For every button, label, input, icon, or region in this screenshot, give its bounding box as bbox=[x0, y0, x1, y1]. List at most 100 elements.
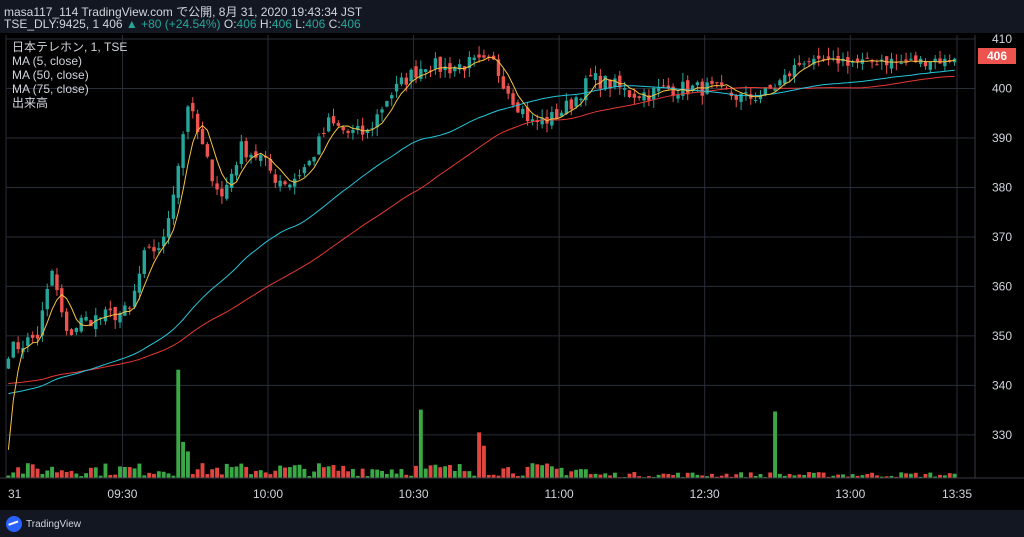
candle-body bbox=[598, 75, 603, 89]
volume-bar bbox=[11, 472, 16, 478]
volume-bar bbox=[559, 467, 564, 478]
candle-body bbox=[147, 246, 151, 248]
volume-bar bbox=[952, 473, 957, 478]
volume-bar bbox=[147, 472, 152, 478]
volume-bar bbox=[569, 471, 574, 478]
volume-bar bbox=[258, 470, 263, 478]
candle-body bbox=[205, 144, 210, 157]
candle-body bbox=[768, 84, 772, 89]
candle-body bbox=[50, 270, 54, 286]
volume-bar bbox=[137, 463, 142, 478]
candle-body bbox=[467, 57, 472, 69]
volume-bar bbox=[380, 470, 384, 478]
candle-body bbox=[244, 140, 248, 158]
candle-body bbox=[302, 167, 307, 174]
volume-bar bbox=[656, 474, 661, 478]
volume-bar bbox=[836, 474, 841, 478]
volume-bar bbox=[753, 475, 758, 478]
volume-bar bbox=[25, 463, 30, 478]
volume-bar bbox=[224, 463, 229, 478]
candle-body bbox=[613, 78, 617, 88]
volume-bar bbox=[695, 474, 700, 478]
volume-bar bbox=[341, 465, 346, 478]
candle-body bbox=[710, 80, 714, 84]
candle-body bbox=[365, 129, 370, 133]
volume-bar bbox=[457, 464, 462, 478]
candle-body bbox=[171, 194, 176, 219]
candle-body bbox=[11, 341, 15, 358]
candle-body bbox=[6, 358, 11, 369]
candle-body bbox=[734, 95, 738, 100]
study-legend[interactable]: 日本テレホン, 1, TSE MA (5, close) MA (50, clo… bbox=[12, 40, 127, 110]
legend-volume[interactable]: 出来高 bbox=[12, 96, 49, 110]
candle-body bbox=[763, 87, 768, 96]
price-chart[interactable]: 330 340 350 360 370 380 390 400 410 31 09:30 10:00… bbox=[0, 33, 1024, 510]
volume-bar bbox=[797, 474, 802, 478]
volume-bar bbox=[98, 475, 103, 478]
volume-bar bbox=[50, 466, 55, 478]
volume-bar bbox=[627, 473, 632, 478]
volume-bar bbox=[355, 475, 360, 478]
volume-bar bbox=[530, 463, 535, 478]
candle-body bbox=[64, 311, 69, 331]
time-tick-label: 11:00 bbox=[545, 487, 574, 501]
volume-bar bbox=[166, 473, 171, 478]
last-price-label-bg bbox=[978, 48, 1016, 64]
volume-bar bbox=[118, 466, 122, 478]
volume-bar bbox=[55, 472, 59, 478]
tradingview-logo[interactable]: TradingView bbox=[6, 516, 81, 532]
volume-bar bbox=[821, 472, 826, 478]
volume-bar bbox=[579, 469, 583, 478]
candle-body bbox=[288, 184, 292, 188]
candle-body bbox=[336, 122, 341, 126]
time-tick-label: 09:30 bbox=[107, 487, 137, 501]
candle-body bbox=[826, 56, 831, 59]
symbol-line: TSE_DLY:9425, 1 406 ▲ +80 (+24.54%) O:40… bbox=[4, 17, 361, 31]
legend-ma50[interactable]: MA (50, close) bbox=[12, 68, 89, 82]
tradingview-wordmark: TradingView bbox=[26, 518, 82, 530]
candle-body bbox=[210, 159, 214, 182]
candle-body bbox=[506, 86, 510, 94]
volume-bar bbox=[132, 468, 137, 478]
candle-body bbox=[220, 188, 224, 197]
legend-symbol[interactable]: 日本テレホン, 1, TSE bbox=[12, 40, 128, 54]
candle-body bbox=[943, 58, 947, 67]
candle-body bbox=[884, 56, 889, 66]
volume-bar bbox=[860, 475, 865, 478]
volume-bar bbox=[855, 475, 860, 478]
tradingview-icon bbox=[6, 516, 22, 532]
candle-body bbox=[132, 290, 137, 307]
volume-bar bbox=[875, 475, 879, 478]
volume-bar bbox=[40, 473, 45, 478]
candle-body bbox=[195, 113, 200, 133]
volume-bar bbox=[283, 467, 287, 478]
volume-bar bbox=[792, 475, 797, 478]
volume-bar bbox=[219, 474, 224, 478]
volume-bar bbox=[773, 411, 777, 478]
candle-body bbox=[191, 103, 195, 112]
volume-bar bbox=[671, 475, 676, 478]
legend-ma5[interactable]: MA (5, close) bbox=[12, 54, 83, 68]
price-tick-label: 400 bbox=[992, 81, 1012, 95]
volume-bar bbox=[190, 474, 195, 478]
volume-bar bbox=[64, 471, 69, 478]
volume-bar bbox=[511, 473, 515, 478]
candle-body bbox=[98, 317, 103, 319]
volume-bar bbox=[608, 475, 613, 478]
candle-body bbox=[346, 130, 350, 133]
volume-bar bbox=[685, 472, 690, 478]
legend-ma75[interactable]: MA (75, close) bbox=[12, 82, 89, 96]
volume-bar bbox=[598, 474, 603, 478]
volume-bar bbox=[777, 473, 782, 478]
candle-body bbox=[521, 108, 525, 115]
volume-bar bbox=[933, 476, 938, 478]
volume-bar bbox=[365, 476, 370, 478]
candle-body bbox=[686, 80, 690, 95]
volume-bar bbox=[142, 475, 147, 478]
time-axis[interactable]: 31 09:30 10:00 10:30 11:00 12:30 13:00 13:35 bbox=[0, 477, 1024, 501]
price-axis[interactable]: 330 340 350 360 370 380 390 400 410 bbox=[974, 33, 1012, 478]
time-tick-label: 13:35 bbox=[942, 487, 972, 501]
volume-bar bbox=[506, 467, 511, 478]
candle-body bbox=[778, 80, 782, 86]
price-tick-label: 350 bbox=[992, 329, 1012, 343]
